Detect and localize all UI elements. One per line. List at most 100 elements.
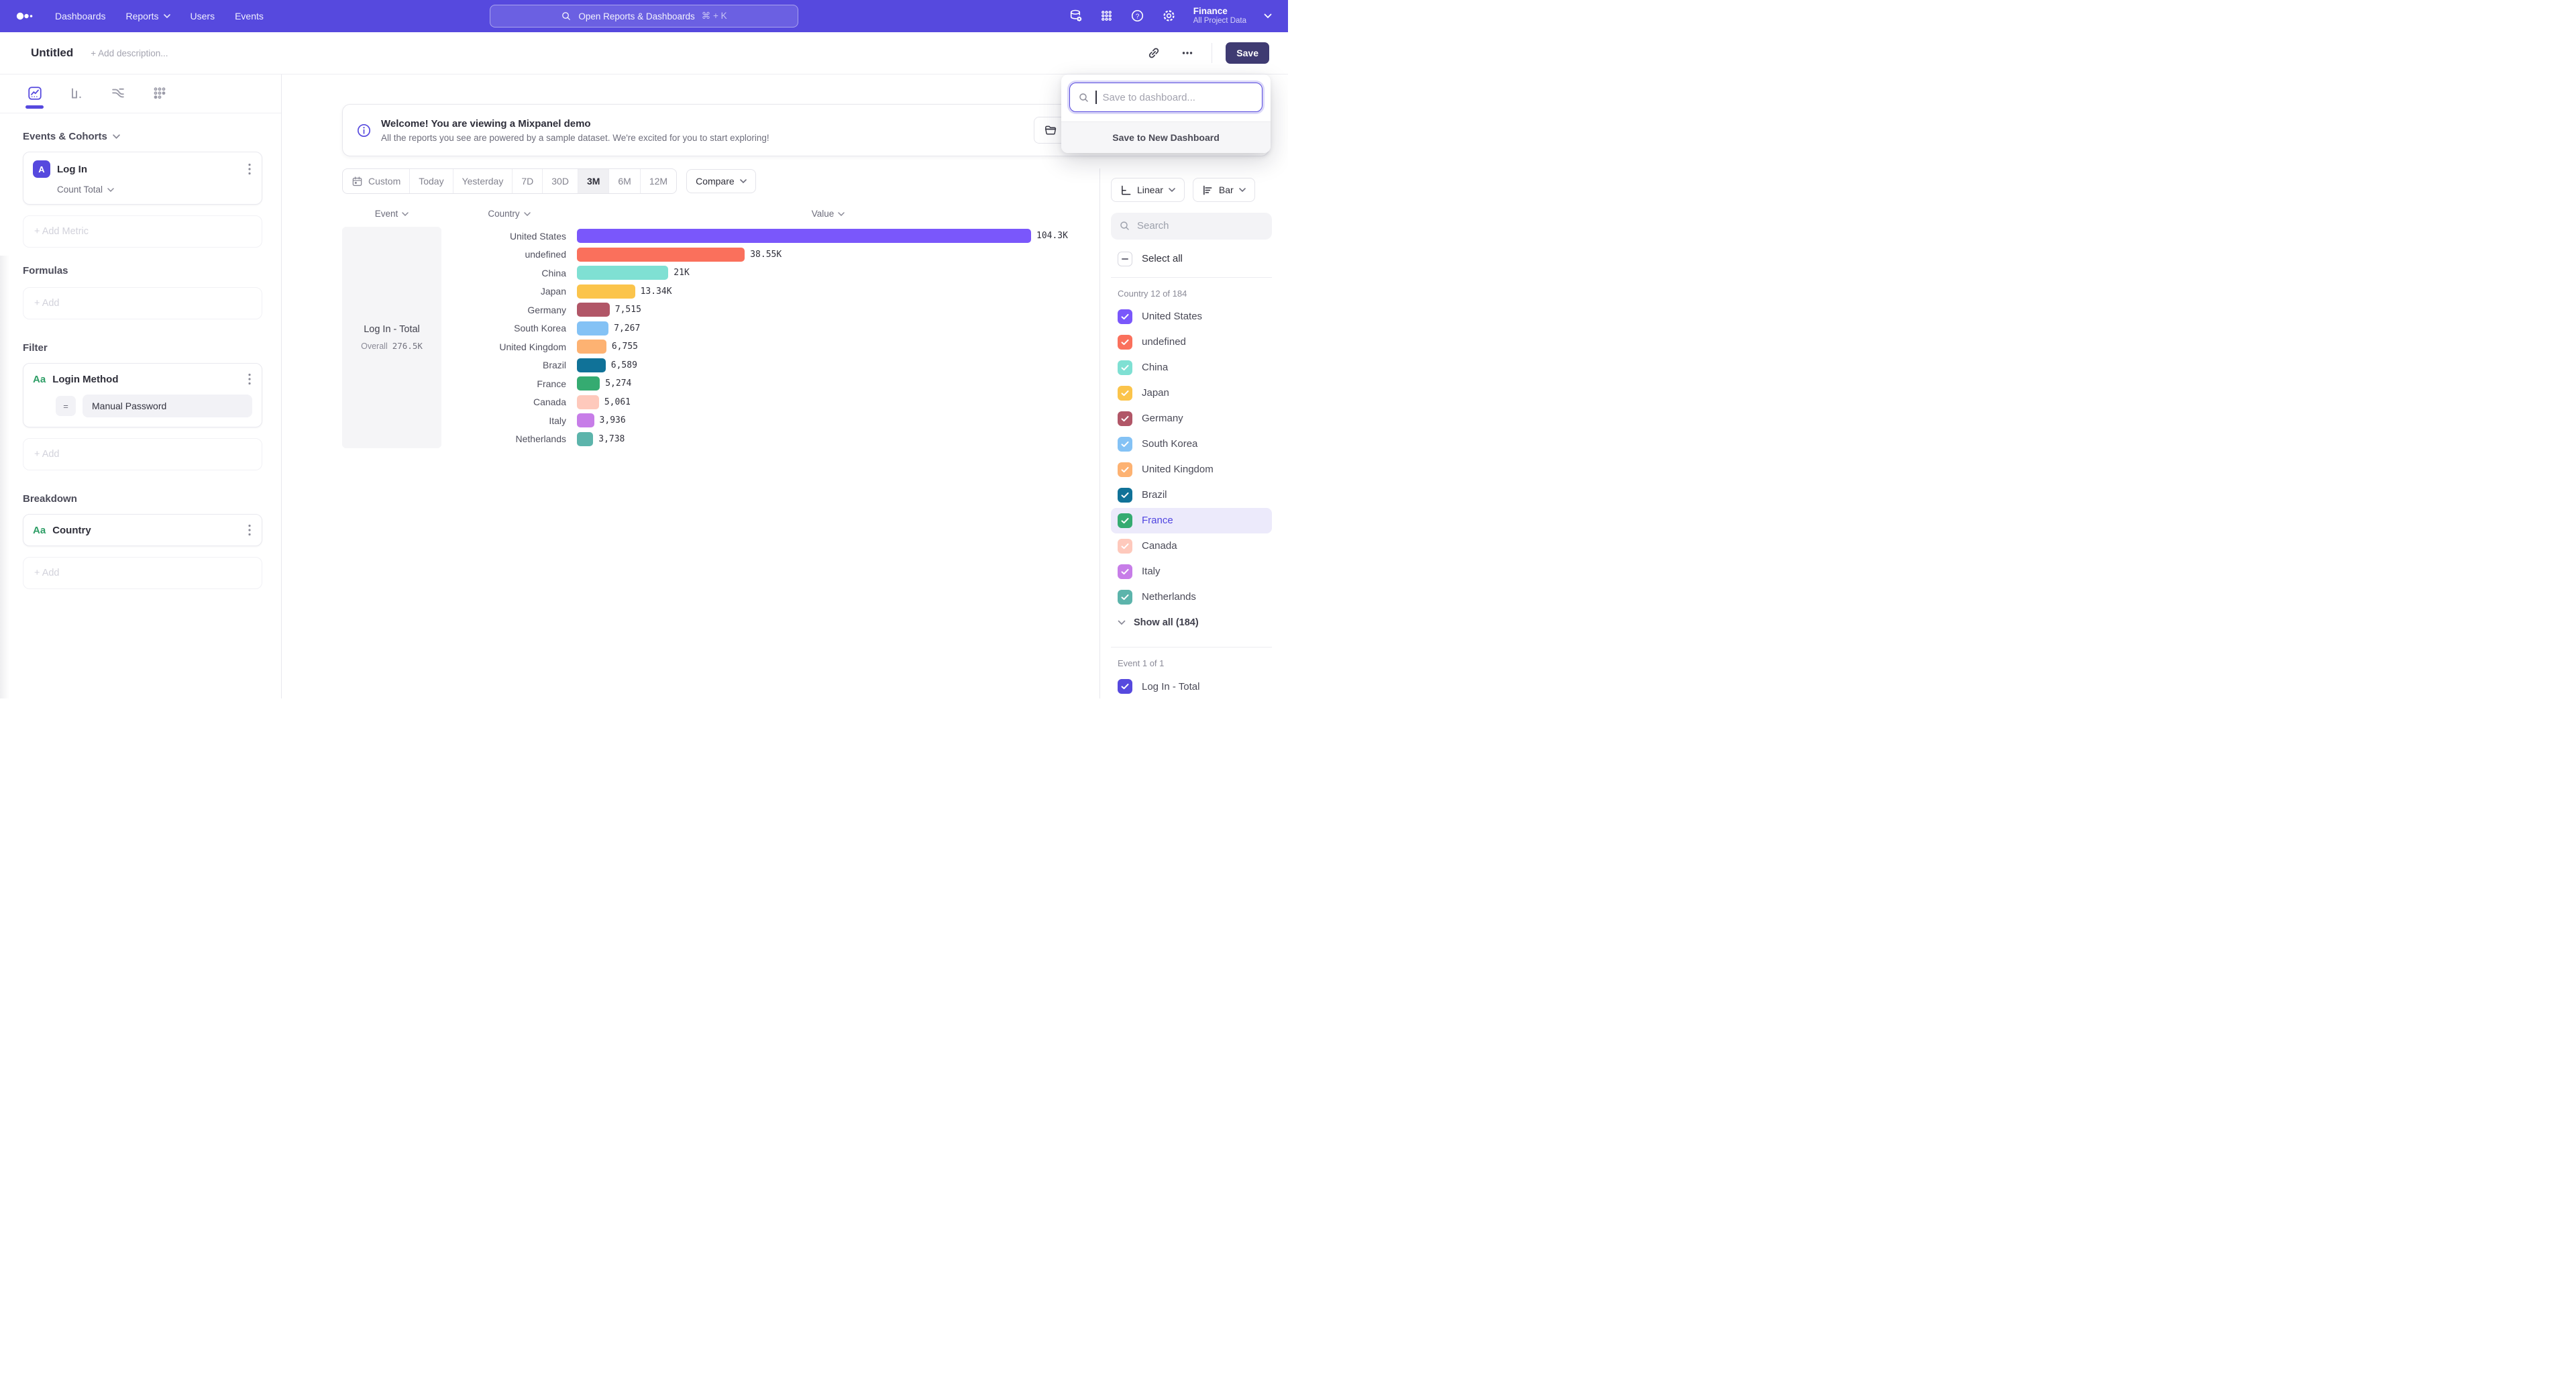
help-icon[interactable]: ? bbox=[1130, 9, 1144, 23]
checkbox-south-korea[interactable] bbox=[1118, 437, 1132, 452]
breakdown-card-country[interactable]: Aa Country bbox=[23, 514, 262, 546]
checkbox-china[interactable] bbox=[1118, 360, 1132, 375]
bar-south-korea[interactable] bbox=[577, 321, 608, 335]
country-filter-united-states[interactable]: United States bbox=[1111, 304, 1272, 329]
country-filter-undefined[interactable]: undefined bbox=[1111, 329, 1272, 355]
country-filter-italy[interactable]: Italy bbox=[1111, 559, 1272, 584]
checkbox-france[interactable] bbox=[1118, 513, 1132, 528]
event-column-header[interactable]: Event bbox=[342, 209, 441, 219]
show-all-button[interactable]: Show all (184) bbox=[1111, 610, 1272, 637]
bar-canada[interactable] bbox=[577, 395, 599, 409]
checkbox-italy[interactable] bbox=[1118, 564, 1132, 579]
add-formula-button[interactable]: + Add bbox=[23, 287, 262, 319]
more-options-icon[interactable] bbox=[1177, 42, 1198, 64]
add-description-field[interactable]: + Add description... bbox=[91, 48, 168, 58]
country-filter-germany[interactable]: Germany bbox=[1111, 406, 1272, 431]
country-filter-canada[interactable]: Canada bbox=[1111, 533, 1272, 559]
bar-undefined[interactable] bbox=[577, 248, 745, 262]
event-series-cell[interactable]: Log In - Total Overall 276.5K bbox=[342, 227, 441, 448]
event-checkbox[interactable] bbox=[1118, 679, 1132, 694]
mixpanel-logo-icon[interactable] bbox=[16, 11, 35, 21]
bar-united-kingdom[interactable] bbox=[577, 340, 606, 354]
add-breakdown-button[interactable]: + Add bbox=[23, 557, 262, 589]
country-label: Netherlands bbox=[1142, 591, 1196, 603]
country-filter-japan[interactable]: Japan bbox=[1111, 380, 1272, 406]
country-filter-france[interactable]: France bbox=[1111, 508, 1272, 533]
bar-united-states[interactable] bbox=[577, 229, 1031, 243]
legend-search-input[interactable]: Search bbox=[1111, 213, 1272, 240]
checkbox-united-states[interactable] bbox=[1118, 309, 1132, 324]
time-range-today[interactable]: Today bbox=[410, 169, 453, 193]
chart-type-selector[interactable]: Bar bbox=[1193, 178, 1255, 202]
country-filter-netherlands[interactable]: Netherlands bbox=[1111, 584, 1272, 610]
checkbox-canada[interactable] bbox=[1118, 539, 1132, 554]
country-filter-united-kingdom[interactable]: United Kingdom bbox=[1111, 457, 1272, 482]
time-range-12m[interactable]: 12M bbox=[641, 169, 676, 193]
metric-card-log-in[interactable]: A Log In Count Total bbox=[23, 152, 262, 205]
bar-japan[interactable] bbox=[577, 284, 635, 299]
filter-value-selector[interactable]: Manual Password bbox=[83, 395, 252, 417]
metric-name[interactable]: Log In bbox=[57, 164, 87, 175]
filter-operator-selector[interactable]: = bbox=[56, 396, 76, 416]
breakdown-kebab-icon[interactable] bbox=[247, 523, 252, 537]
event-legend-row[interactable]: Log In - Total bbox=[1111, 674, 1272, 698]
checkbox-japan[interactable] bbox=[1118, 386, 1132, 401]
bar-netherlands[interactable] bbox=[577, 432, 593, 446]
country-filter-china[interactable]: China bbox=[1111, 355, 1272, 380]
time-range-3m[interactable]: 3M bbox=[578, 169, 609, 193]
select-all-checkbox-indeterminate[interactable] bbox=[1118, 252, 1132, 266]
data-sources-icon[interactable] bbox=[1069, 9, 1083, 23]
chart-row-italy: Italy3,936 bbox=[452, 411, 1079, 430]
bar-brazil[interactable] bbox=[577, 358, 606, 372]
tab-metrics-grid[interactable] bbox=[152, 85, 168, 101]
report-title[interactable]: Untitled bbox=[31, 46, 73, 60]
bar-germany[interactable] bbox=[577, 303, 610, 317]
filter-card-login-method[interactable]: Aa Login Method = Manual Password bbox=[23, 363, 262, 427]
metric-kebab-icon[interactable] bbox=[247, 162, 252, 176]
checkbox-netherlands[interactable] bbox=[1118, 590, 1132, 605]
copy-link-icon[interactable] bbox=[1143, 42, 1165, 64]
country-column-header[interactable]: Country bbox=[452, 209, 566, 219]
events-cohorts-heading[interactable]: Events & Cohorts bbox=[23, 131, 262, 142]
tab-insights-chart[interactable] bbox=[27, 85, 43, 101]
bar-france[interactable] bbox=[577, 376, 600, 391]
checkbox-germany[interactable] bbox=[1118, 411, 1132, 426]
checkbox-brazil[interactable] bbox=[1118, 488, 1132, 503]
save-dashboard-search-input[interactable]: Save to dashboard... bbox=[1069, 83, 1263, 112]
filter-property-name[interactable]: Login Method bbox=[52, 374, 118, 385]
time-range-yesterday[interactable]: Yesterday bbox=[453, 169, 513, 193]
time-range-custom[interactable]: Custom bbox=[343, 169, 410, 193]
time-range-6m[interactable]: 6M bbox=[609, 169, 640, 193]
global-search-button[interactable]: Open Reports & Dashboards ⌘ + K bbox=[490, 5, 798, 28]
checkbox-undefined[interactable] bbox=[1118, 335, 1132, 350]
compare-button[interactable]: Compare bbox=[686, 169, 756, 193]
breakdown-property-name[interactable]: Country bbox=[52, 525, 91, 536]
nav-link-dashboards[interactable]: Dashboards bbox=[55, 11, 106, 21]
nav-link-events[interactable]: Events bbox=[235, 11, 264, 21]
add-metric-button[interactable]: + Add Metric bbox=[23, 215, 262, 248]
save-button[interactable]: Save bbox=[1226, 42, 1269, 64]
line-type-selector[interactable]: Linear bbox=[1111, 178, 1185, 202]
project-chevron-down-icon[interactable] bbox=[1264, 13, 1272, 19]
time-range-7d[interactable]: 7D bbox=[513, 169, 543, 193]
project-switcher[interactable]: Finance All Project Data bbox=[1193, 6, 1246, 26]
settings-gear-icon[interactable] bbox=[1162, 9, 1176, 23]
country-filter-brazil[interactable]: Brazil bbox=[1111, 482, 1272, 508]
apps-grid-icon[interactable] bbox=[1100, 9, 1113, 22]
select-all-row[interactable]: Select all bbox=[1111, 252, 1272, 266]
save-to-new-dashboard-button[interactable]: Save to New Dashboard bbox=[1061, 121, 1271, 153]
country-label: Brazil bbox=[1142, 489, 1167, 501]
filter-kebab-icon[interactable] bbox=[247, 372, 252, 386]
checkbox-united-kingdom[interactable] bbox=[1118, 462, 1132, 477]
value-column-header[interactable]: Value bbox=[577, 209, 1079, 219]
aggregation-selector[interactable]: Count Total bbox=[57, 185, 252, 195]
time-range-30d[interactable]: 30D bbox=[543, 169, 578, 193]
bar-italy[interactable] bbox=[577, 413, 594, 427]
country-filter-south-korea[interactable]: South Korea bbox=[1111, 431, 1272, 457]
tab-bar-chart[interactable] bbox=[68, 85, 85, 101]
bar-china[interactable] bbox=[577, 266, 668, 280]
nav-link-users[interactable]: Users bbox=[191, 11, 215, 21]
add-filter-button[interactable]: + Add bbox=[23, 438, 262, 470]
tab-flow-chart[interactable] bbox=[110, 85, 126, 101]
nav-link-reports[interactable]: Reports bbox=[126, 11, 170, 21]
